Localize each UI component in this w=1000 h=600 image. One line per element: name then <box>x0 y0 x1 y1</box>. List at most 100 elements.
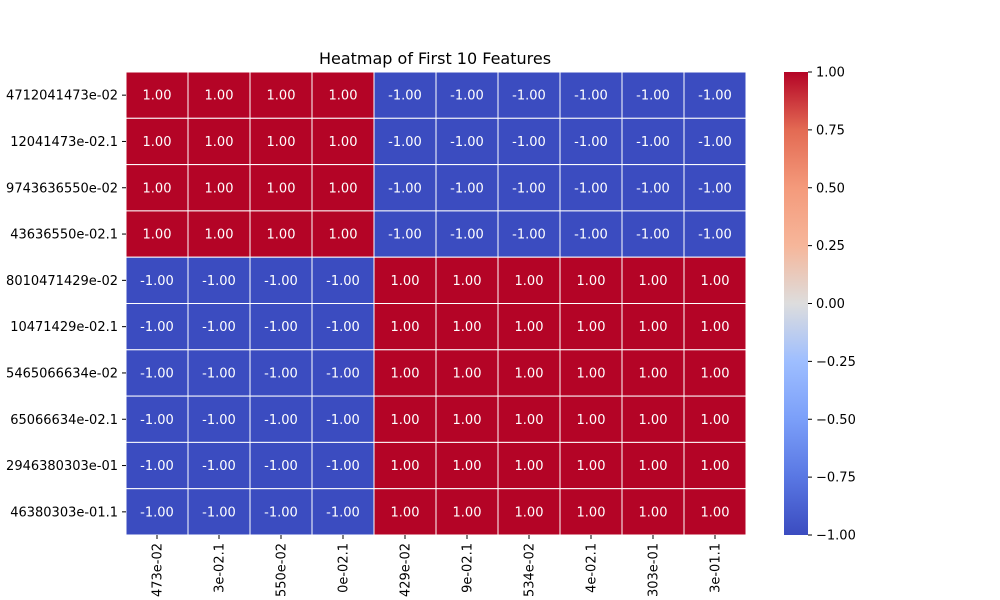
heatmap-cell <box>621 488 685 536</box>
row-labels: 4712041473e-02 12041473e-02.1 9743636550e-… <box>6 89 126 520</box>
heatmap-cell <box>621 303 685 351</box>
heatmap-cell <box>373 303 437 351</box>
heatmap-cell <box>311 303 375 351</box>
cell-value-label: -1.00 <box>450 135 484 150</box>
heatmap-cell <box>187 71 251 119</box>
cell-value-label: 1.00 <box>639 274 668 289</box>
heatmap-cell <box>497 488 561 536</box>
heatmap-cell <box>249 164 313 212</box>
cell-value-label: 1.00 <box>639 366 668 381</box>
cell-value-label: -1.00 <box>326 413 360 428</box>
heatmap-cells <box>125 71 747 536</box>
cell-value-label: -1.00 <box>202 274 236 289</box>
cell-value-label: -1.00 <box>388 181 422 196</box>
heatmap-cell <box>311 349 375 397</box>
heatmap-cell <box>683 441 747 490</box>
cell-value-label: -1.00 <box>636 181 670 196</box>
heatmap-cell <box>559 488 623 536</box>
cell-value-label: 1.00 <box>205 89 234 104</box>
cell-value-label: 1.00 <box>391 459 420 474</box>
cell-value-label: -1.00 <box>264 274 298 289</box>
cell-value-label: 1.00 <box>639 413 668 428</box>
colorbar-tick-label: 0.50 <box>816 181 845 196</box>
cell-value-label: 1.00 <box>515 413 544 428</box>
heatmap-cell <box>125 349 189 397</box>
heatmap-cell <box>621 117 685 166</box>
heatmap-cell <box>435 488 499 536</box>
heatmap-cell <box>373 164 437 212</box>
heatmap-cell <box>435 303 499 351</box>
cell-value-label: 1.00 <box>515 505 544 520</box>
colorbar-tick-label: 0.75 <box>816 123 845 138</box>
cell-value-label: 1.00 <box>453 274 482 289</box>
heatmap-cell <box>559 164 623 212</box>
cell-value-label: 1.00 <box>577 505 606 520</box>
cell-value-label: -1.00 <box>574 181 608 196</box>
cell-value-label: -1.00 <box>264 459 298 474</box>
heatmap-cell <box>311 117 375 166</box>
heatmap-cell <box>435 210 499 258</box>
heatmap-cell <box>497 395 561 443</box>
heatmap-cell <box>621 349 685 397</box>
colorbar-tick-label: 0.00 <box>816 297 845 312</box>
cell-value-label: 1.00 <box>639 459 668 474</box>
cell-value-label: 1.00 <box>453 320 482 335</box>
cell-value-label: -1.00 <box>140 459 174 474</box>
cell-value-label: -1.00 <box>140 274 174 289</box>
cell-value-label: 1.00 <box>267 181 296 196</box>
cell-value-label: -1.00 <box>388 89 422 104</box>
cell-value-label: 1.00 <box>453 505 482 520</box>
heatmap-cell <box>497 256 561 305</box>
cell-value-label: -1.00 <box>202 320 236 335</box>
cell-value-label: 1.00 <box>701 366 730 381</box>
row-label: 4712041473e-02 <box>6 89 118 104</box>
cell-value-label: 1.00 <box>267 228 296 243</box>
colorbar-tick-label: 0.25 <box>816 239 845 254</box>
cell-value-label: 1.00 <box>577 274 606 289</box>
colorbar-tick-label: 1.00 <box>816 66 845 81</box>
cell-value-label: 1.00 <box>205 181 234 196</box>
column-label: 550e-02 <box>275 543 290 597</box>
column-label: 429e-02 <box>399 543 414 597</box>
column-label: 303e-01 <box>647 543 662 597</box>
heatmap-cell <box>435 349 499 397</box>
column-label: 473e-02 <box>151 543 166 597</box>
cell-value-label: 1.00 <box>577 320 606 335</box>
heatmap-cell <box>621 441 685 490</box>
cell-value-label: 1.00 <box>701 505 730 520</box>
cell-value-label: -1.00 <box>698 89 732 104</box>
cell-value-label: 1.00 <box>701 459 730 474</box>
heatmap-cell <box>311 395 375 443</box>
cell-value-label: -1.00 <box>202 413 236 428</box>
cell-value-label: 1.00 <box>329 89 358 104</box>
row-label: 10471429e-02.1 <box>10 320 118 335</box>
cell-value-label: 1.00 <box>701 320 730 335</box>
colorbar-gradient <box>784 72 808 535</box>
heatmap-cell <box>125 164 189 212</box>
heatmap-cell <box>683 488 747 536</box>
heatmap-cell <box>683 395 747 443</box>
cell-value-label: -1.00 <box>450 181 484 196</box>
cell-value-label: 1.00 <box>391 274 420 289</box>
row-label: 43636550e-02.1 <box>10 228 118 243</box>
cell-value-label: 1.00 <box>515 320 544 335</box>
cell-value-label: 1.00 <box>639 505 668 520</box>
row-label: 2946380303e-01 <box>6 459 118 474</box>
heatmap-cell <box>559 395 623 443</box>
row-label: 65066634e-02.1 <box>10 413 118 428</box>
cell-value-label: -1.00 <box>388 135 422 150</box>
cell-value-label: 1.00 <box>267 89 296 104</box>
cell-value-label: -1.00 <box>512 228 546 243</box>
heatmap-cell <box>559 256 623 305</box>
heatmap-cell <box>125 210 189 258</box>
cell-value-label: -1.00 <box>450 89 484 104</box>
heatmap-cell <box>435 71 499 119</box>
cell-value-label: -1.00 <box>636 135 670 150</box>
heatmap-cell <box>497 164 561 212</box>
cell-value-label: -1.00 <box>140 413 174 428</box>
heatmap-cell <box>497 117 561 166</box>
cell-value-label: 1.00 <box>329 181 358 196</box>
heatmap-cell <box>497 349 561 397</box>
cell-value-label: 1.00 <box>701 274 730 289</box>
cell-value-label: -1.00 <box>574 89 608 104</box>
